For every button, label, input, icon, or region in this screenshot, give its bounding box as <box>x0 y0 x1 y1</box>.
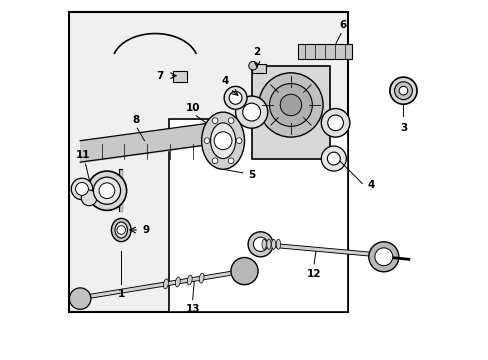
Text: 2: 2 <box>253 47 260 57</box>
Circle shape <box>374 248 392 266</box>
Circle shape <box>87 171 126 210</box>
Circle shape <box>99 183 115 199</box>
Circle shape <box>253 237 267 251</box>
Bar <box>173 71 187 82</box>
Bar <box>69 12 347 312</box>
Circle shape <box>75 183 88 195</box>
Circle shape <box>398 86 407 95</box>
Circle shape <box>203 138 209 144</box>
Circle shape <box>71 178 93 200</box>
Circle shape <box>242 103 260 121</box>
Ellipse shape <box>276 239 280 249</box>
Ellipse shape <box>266 239 270 249</box>
Ellipse shape <box>201 112 244 169</box>
Text: 5: 5 <box>247 170 255 180</box>
Circle shape <box>321 146 346 171</box>
Ellipse shape <box>210 123 235 158</box>
Circle shape <box>117 226 125 234</box>
Text: 10: 10 <box>185 103 200 113</box>
Circle shape <box>228 118 233 123</box>
Text: 11: 11 <box>76 150 90 160</box>
Circle shape <box>212 158 218 164</box>
Bar <box>251 64 265 73</box>
Circle shape <box>258 73 323 137</box>
Circle shape <box>69 288 91 309</box>
Text: 4: 4 <box>221 76 228 86</box>
Circle shape <box>327 115 343 131</box>
Text: 7: 7 <box>157 71 164 81</box>
Circle shape <box>93 177 121 204</box>
Circle shape <box>321 109 349 137</box>
Bar <box>169 119 347 312</box>
Circle shape <box>326 152 340 165</box>
Ellipse shape <box>111 219 131 242</box>
Ellipse shape <box>262 239 266 249</box>
Circle shape <box>230 257 258 285</box>
Circle shape <box>214 132 231 150</box>
Ellipse shape <box>187 275 192 285</box>
Bar <box>298 44 351 59</box>
Circle shape <box>269 84 312 126</box>
Text: 6: 6 <box>338 20 346 30</box>
Text: 3: 3 <box>399 123 406 133</box>
Text: 13: 13 <box>185 304 200 314</box>
Circle shape <box>394 82 411 100</box>
Circle shape <box>224 86 246 109</box>
Circle shape <box>229 91 242 104</box>
Ellipse shape <box>175 277 180 287</box>
Ellipse shape <box>115 222 127 238</box>
Ellipse shape <box>199 273 203 283</box>
Circle shape <box>212 118 218 123</box>
Text: 12: 12 <box>306 269 321 279</box>
Circle shape <box>280 94 301 116</box>
Circle shape <box>235 96 267 128</box>
Ellipse shape <box>271 239 275 249</box>
Text: 4: 4 <box>367 180 374 190</box>
Circle shape <box>248 62 257 70</box>
Circle shape <box>228 158 233 164</box>
Text: 9: 9 <box>142 225 149 235</box>
Text: 1: 1 <box>118 289 124 299</box>
Circle shape <box>368 242 398 272</box>
Circle shape <box>236 138 242 144</box>
Circle shape <box>389 77 416 104</box>
Circle shape <box>81 190 97 206</box>
Text: 8: 8 <box>132 114 139 125</box>
Circle shape <box>247 232 272 257</box>
Ellipse shape <box>163 279 168 289</box>
Bar <box>251 66 329 158</box>
